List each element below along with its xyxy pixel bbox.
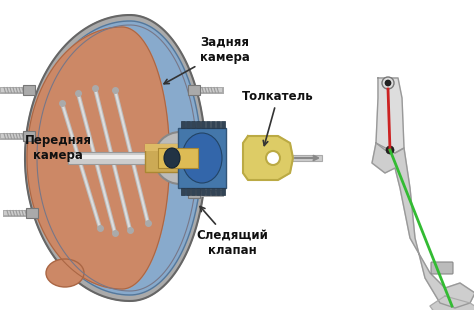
Bar — [186, 121, 190, 128]
Bar — [206, 188, 210, 195]
Bar — [145, 144, 200, 172]
Bar — [211, 188, 215, 195]
Bar — [206, 121, 210, 128]
Ellipse shape — [164, 148, 180, 168]
Bar — [158, 148, 198, 168]
Bar — [196, 121, 200, 128]
Polygon shape — [31, 21, 201, 295]
Bar — [145, 144, 200, 151]
Polygon shape — [430, 296, 474, 310]
Text: Следящий
клапан: Следящий клапан — [196, 206, 268, 257]
Bar — [201, 188, 205, 195]
FancyBboxPatch shape — [431, 262, 453, 274]
Ellipse shape — [46, 259, 84, 287]
Polygon shape — [25, 15, 206, 301]
Bar — [186, 188, 190, 195]
Polygon shape — [372, 143, 474, 308]
Bar — [292, 155, 322, 161]
Bar — [221, 121, 225, 128]
Bar — [181, 121, 185, 128]
Bar — [191, 188, 195, 195]
Bar — [188, 85, 200, 95]
Bar — [68, 152, 183, 164]
Bar — [68, 155, 183, 159]
Bar — [188, 188, 200, 198]
Bar — [201, 121, 205, 128]
Ellipse shape — [154, 132, 206, 184]
Polygon shape — [376, 78, 404, 153]
Bar — [216, 121, 220, 128]
Bar — [191, 121, 195, 128]
Circle shape — [386, 146, 394, 154]
Bar — [211, 121, 215, 128]
Bar — [178, 128, 226, 188]
Polygon shape — [243, 136, 293, 180]
Circle shape — [266, 151, 280, 165]
Bar — [196, 188, 200, 195]
Circle shape — [382, 77, 394, 89]
Text: Задняя
камера: Задняя камера — [164, 36, 250, 84]
Bar — [221, 188, 225, 195]
Text: Передняя
камера: Передняя камера — [25, 134, 91, 162]
Bar — [216, 188, 220, 195]
Bar — [26, 208, 38, 218]
Bar — [188, 131, 200, 141]
Polygon shape — [27, 27, 170, 289]
Bar — [23, 131, 35, 141]
Ellipse shape — [182, 133, 222, 183]
Bar — [181, 188, 185, 195]
Circle shape — [385, 80, 391, 86]
Text: Толкатель: Толкатель — [242, 90, 314, 145]
Bar — [23, 85, 35, 95]
